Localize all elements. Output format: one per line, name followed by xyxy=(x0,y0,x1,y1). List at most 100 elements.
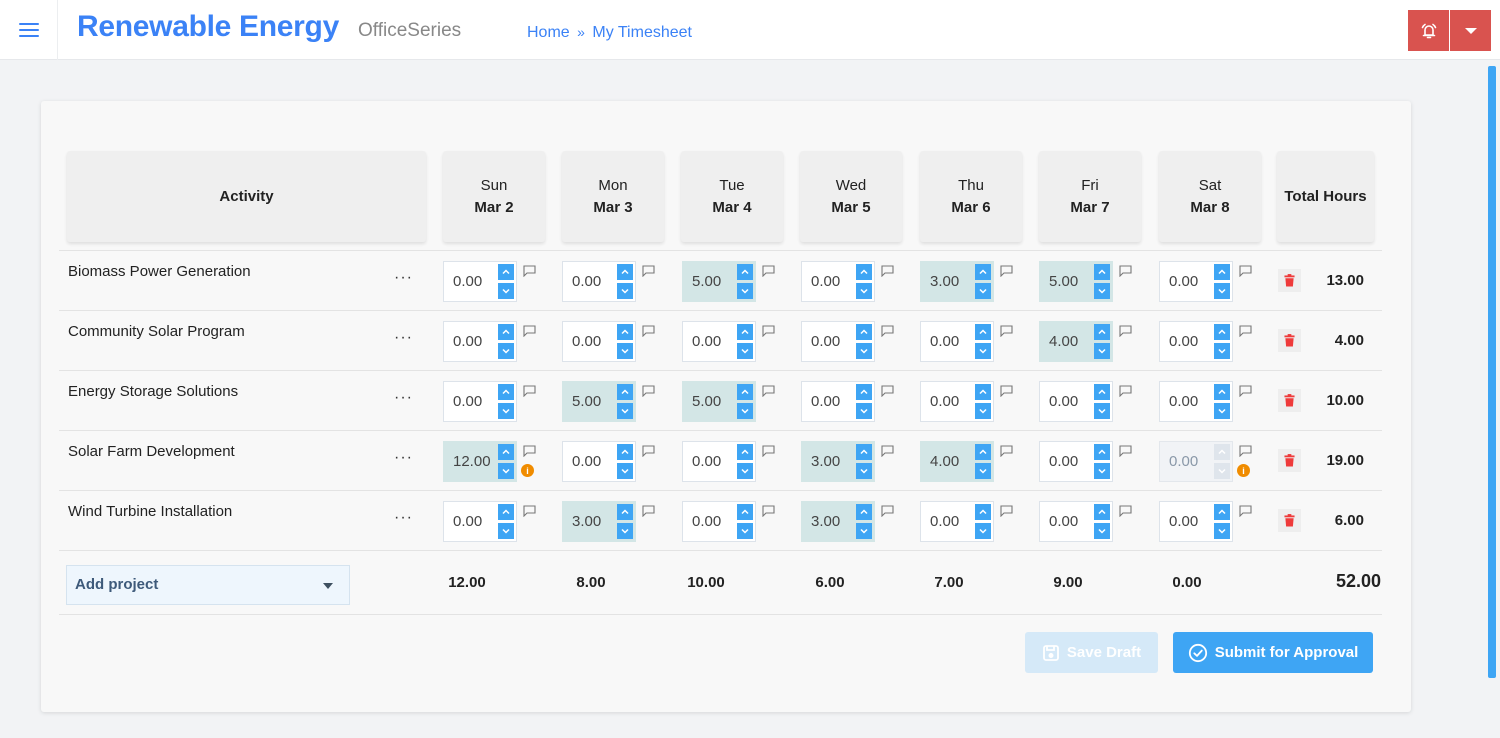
page-scrollbar[interactable] xyxy=(1488,66,1496,678)
comment-icon[interactable] xyxy=(1000,504,1013,518)
decrement-button[interactable] xyxy=(856,403,872,419)
notifications-button[interactable] xyxy=(1408,10,1449,51)
save-draft-button[interactable]: Save Draft xyxy=(1025,632,1158,673)
increment-button[interactable] xyxy=(617,504,633,520)
breadcrumb-my-timesheet[interactable]: My Timesheet xyxy=(592,24,692,41)
comment-icon[interactable] xyxy=(1119,324,1132,338)
decrement-button[interactable] xyxy=(1094,463,1110,479)
row-more-options-button[interactable]: ··· xyxy=(394,509,413,526)
increment-button[interactable] xyxy=(498,384,514,400)
decrement-button[interactable] xyxy=(1214,523,1230,539)
decrement-button[interactable] xyxy=(617,523,633,539)
comment-icon[interactable] xyxy=(762,384,775,398)
decrement-button[interactable] xyxy=(1214,343,1230,359)
decrement-button[interactable] xyxy=(498,463,514,479)
hours-input-fri[interactable]: 4.00 xyxy=(1039,321,1113,362)
decrement-button[interactable] xyxy=(737,463,753,479)
increment-button[interactable] xyxy=(856,504,872,520)
decrement-button[interactable] xyxy=(737,283,753,299)
hours-input-wed[interactable]: 0.00 xyxy=(801,321,875,362)
hours-input-tue[interactable]: 5.00 xyxy=(682,381,756,422)
delete-row-button[interactable] xyxy=(1278,449,1301,472)
decrement-button[interactable] xyxy=(856,283,872,299)
comment-icon[interactable] xyxy=(523,324,536,338)
increment-button[interactable] xyxy=(1094,504,1110,520)
hours-input-thu[interactable]: 0.00 xyxy=(920,381,994,422)
comment-icon[interactable] xyxy=(881,264,894,278)
comment-icon[interactable] xyxy=(642,264,655,278)
hours-input-sun[interactable]: 12.00 xyxy=(443,441,517,482)
user-menu-dropdown[interactable] xyxy=(1450,10,1491,51)
comment-icon[interactable] xyxy=(881,384,894,398)
comment-icon[interactable] xyxy=(1239,384,1252,398)
decrement-button[interactable] xyxy=(737,403,753,419)
comment-icon[interactable] xyxy=(1119,504,1132,518)
hours-input-tue[interactable]: 0.00 xyxy=(682,321,756,362)
add-project-dropdown[interactable]: Add project xyxy=(66,565,350,605)
increment-button[interactable] xyxy=(498,324,514,340)
comment-icon[interactable] xyxy=(523,384,536,398)
decrement-button[interactable] xyxy=(1094,523,1110,539)
comment-icon[interactable] xyxy=(642,324,655,338)
comment-icon[interactable] xyxy=(1119,264,1132,278)
comment-icon[interactable] xyxy=(1000,264,1013,278)
hours-input-sat[interactable]: 0.00 xyxy=(1159,381,1233,422)
hours-input-sun[interactable]: 0.00 xyxy=(443,381,517,422)
comment-icon[interactable] xyxy=(1119,384,1132,398)
comment-icon[interactable] xyxy=(523,504,536,518)
hours-input-sun[interactable]: 0.00 xyxy=(443,321,517,362)
hours-input-mon[interactable]: 3.00 xyxy=(562,501,636,542)
hours-input-mon[interactable]: 5.00 xyxy=(562,381,636,422)
increment-button[interactable] xyxy=(1214,384,1230,400)
increment-button[interactable] xyxy=(617,264,633,280)
row-more-options-button[interactable]: ··· xyxy=(394,329,413,346)
hours-input-sun[interactable]: 0.00 xyxy=(443,501,517,542)
decrement-button[interactable] xyxy=(498,523,514,539)
decrement-button[interactable] xyxy=(975,463,991,479)
hours-input-wed[interactable]: 3.00 xyxy=(801,501,875,542)
delete-row-button[interactable] xyxy=(1278,389,1301,412)
comment-icon[interactable] xyxy=(1239,264,1252,278)
decrement-button[interactable] xyxy=(737,523,753,539)
increment-button[interactable] xyxy=(737,444,753,460)
hours-input-wed[interactable]: 0.00 xyxy=(801,261,875,302)
increment-button[interactable] xyxy=(856,324,872,340)
decrement-button[interactable] xyxy=(975,343,991,359)
increment-button[interactable] xyxy=(737,324,753,340)
increment-button[interactable] xyxy=(975,264,991,280)
decrement-button[interactable] xyxy=(1214,403,1230,419)
decrement-button[interactable] xyxy=(975,403,991,419)
increment-button[interactable] xyxy=(617,324,633,340)
hours-input-sat[interactable]: 0.00 xyxy=(1159,501,1233,542)
hours-input-wed[interactable]: 0.00 xyxy=(801,381,875,422)
increment-button[interactable] xyxy=(856,444,872,460)
comment-icon[interactable] xyxy=(1239,504,1252,518)
hours-input-sat[interactable]: 0.00 xyxy=(1159,321,1233,362)
increment-button[interactable] xyxy=(975,444,991,460)
delete-row-button[interactable] xyxy=(1278,509,1301,532)
decrement-button[interactable] xyxy=(617,403,633,419)
hours-input-fri[interactable]: 5.00 xyxy=(1039,261,1113,302)
hours-input-thu[interactable]: 3.00 xyxy=(920,261,994,302)
increment-button[interactable] xyxy=(617,444,633,460)
delete-row-button[interactable] xyxy=(1278,329,1301,352)
increment-button[interactable] xyxy=(975,384,991,400)
comment-icon[interactable] xyxy=(1239,324,1252,338)
menu-button[interactable] xyxy=(0,0,58,60)
increment-button[interactable] xyxy=(737,264,753,280)
hours-input-mon[interactable]: 0.00 xyxy=(562,321,636,362)
comment-icon[interactable] xyxy=(642,384,655,398)
hours-input-thu[interactable]: 4.00 xyxy=(920,441,994,482)
increment-button[interactable] xyxy=(856,384,872,400)
row-more-options-button[interactable]: ··· xyxy=(394,449,413,466)
comment-icon[interactable] xyxy=(881,504,894,518)
hours-input-sun[interactable]: 0.00 xyxy=(443,261,517,302)
increment-button[interactable] xyxy=(1214,324,1230,340)
decrement-button[interactable] xyxy=(975,523,991,539)
increment-button[interactable] xyxy=(1214,504,1230,520)
decrement-button[interactable] xyxy=(856,463,872,479)
decrement-button[interactable] xyxy=(737,343,753,359)
hours-input-thu[interactable]: 0.00 xyxy=(920,501,994,542)
comment-icon[interactable] xyxy=(762,324,775,338)
comment-icon[interactable] xyxy=(523,264,536,278)
